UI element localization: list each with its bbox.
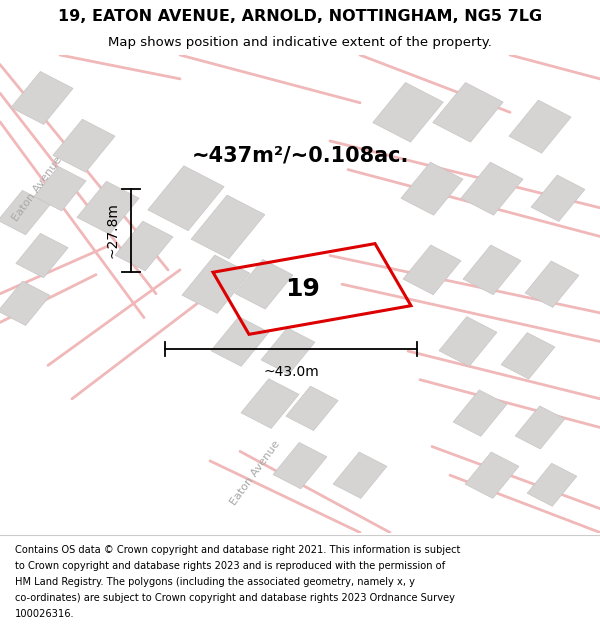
Text: ~43.0m: ~43.0m bbox=[263, 366, 319, 379]
Polygon shape bbox=[77, 181, 139, 234]
Polygon shape bbox=[16, 233, 68, 278]
Text: HM Land Registry. The polygons (including the associated geometry, namely x, y: HM Land Registry. The polygons (includin… bbox=[15, 577, 415, 587]
Polygon shape bbox=[461, 162, 523, 215]
Text: Map shows position and indicative extent of the property.: Map shows position and indicative extent… bbox=[108, 36, 492, 49]
Polygon shape bbox=[11, 71, 73, 124]
Polygon shape bbox=[0, 191, 50, 235]
Polygon shape bbox=[403, 245, 461, 295]
Text: ~27.8m: ~27.8m bbox=[106, 202, 120, 258]
Polygon shape bbox=[182, 255, 250, 313]
Polygon shape bbox=[211, 317, 269, 366]
Text: 100026316.: 100026316. bbox=[15, 609, 74, 619]
Polygon shape bbox=[235, 259, 293, 309]
Text: 19, EATON AVENUE, ARNOLD, NOTTINGHAM, NG5 7LG: 19, EATON AVENUE, ARNOLD, NOTTINGHAM, NG… bbox=[58, 9, 542, 24]
Polygon shape bbox=[501, 332, 555, 379]
Polygon shape bbox=[261, 328, 315, 374]
Polygon shape bbox=[525, 261, 579, 308]
Polygon shape bbox=[115, 221, 173, 271]
Polygon shape bbox=[527, 463, 577, 506]
Polygon shape bbox=[465, 452, 519, 498]
Polygon shape bbox=[439, 317, 497, 366]
Text: to Crown copyright and database rights 2023 and is reproduced with the permissio: to Crown copyright and database rights 2… bbox=[15, 561, 445, 571]
Polygon shape bbox=[333, 452, 387, 498]
Polygon shape bbox=[286, 386, 338, 431]
Polygon shape bbox=[373, 82, 443, 142]
Polygon shape bbox=[191, 195, 265, 259]
Polygon shape bbox=[515, 406, 565, 449]
Text: Eaton Avenue: Eaton Avenue bbox=[10, 154, 64, 223]
Polygon shape bbox=[0, 281, 50, 326]
Text: Eaton Avenue: Eaton Avenue bbox=[228, 439, 282, 507]
Polygon shape bbox=[401, 162, 463, 215]
Polygon shape bbox=[53, 119, 115, 172]
Polygon shape bbox=[453, 390, 507, 436]
Polygon shape bbox=[531, 175, 585, 221]
Text: co-ordinates) are subject to Crown copyright and database rights 2023 Ordnance S: co-ordinates) are subject to Crown copyr… bbox=[15, 593, 455, 603]
Polygon shape bbox=[148, 166, 224, 231]
Polygon shape bbox=[34, 166, 86, 211]
Polygon shape bbox=[241, 379, 299, 428]
Text: Contains OS data © Crown copyright and database right 2021. This information is : Contains OS data © Crown copyright and d… bbox=[15, 544, 460, 554]
Text: ~437m²/~0.108ac.: ~437m²/~0.108ac. bbox=[191, 145, 409, 165]
Polygon shape bbox=[273, 442, 327, 489]
Text: 19: 19 bbox=[286, 277, 320, 301]
Polygon shape bbox=[463, 245, 521, 295]
Polygon shape bbox=[433, 82, 503, 142]
Polygon shape bbox=[509, 100, 571, 153]
